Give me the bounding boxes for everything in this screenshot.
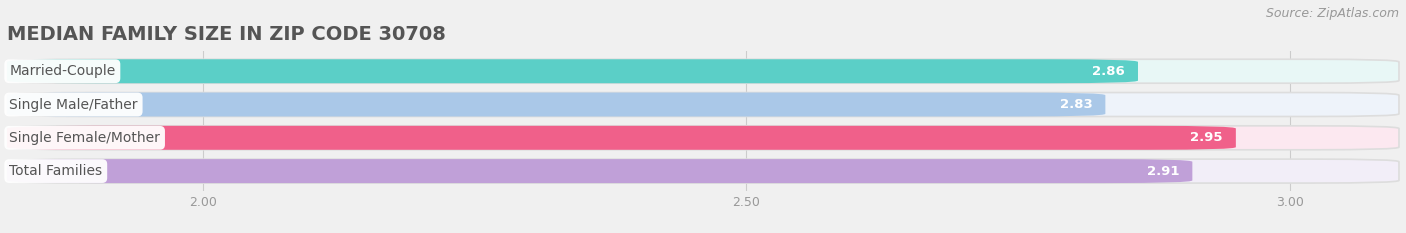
FancyBboxPatch shape <box>7 93 1105 116</box>
Text: 2.86: 2.86 <box>1092 65 1125 78</box>
FancyBboxPatch shape <box>7 59 1137 83</box>
Text: 2.91: 2.91 <box>1147 164 1180 178</box>
FancyBboxPatch shape <box>7 159 1192 183</box>
FancyBboxPatch shape <box>7 126 1236 150</box>
FancyBboxPatch shape <box>7 126 1399 150</box>
Text: Total Families: Total Families <box>10 164 103 178</box>
FancyBboxPatch shape <box>7 93 1399 116</box>
Text: Single Female/Mother: Single Female/Mother <box>10 131 160 145</box>
Text: 2.83: 2.83 <box>1060 98 1092 111</box>
Text: Single Male/Father: Single Male/Father <box>10 98 138 112</box>
FancyBboxPatch shape <box>7 159 1399 183</box>
Text: Married-Couple: Married-Couple <box>10 64 115 78</box>
Text: Source: ZipAtlas.com: Source: ZipAtlas.com <box>1265 7 1399 20</box>
Text: 2.95: 2.95 <box>1191 131 1223 144</box>
Text: MEDIAN FAMILY SIZE IN ZIP CODE 30708: MEDIAN FAMILY SIZE IN ZIP CODE 30708 <box>7 25 446 44</box>
FancyBboxPatch shape <box>7 59 1399 83</box>
